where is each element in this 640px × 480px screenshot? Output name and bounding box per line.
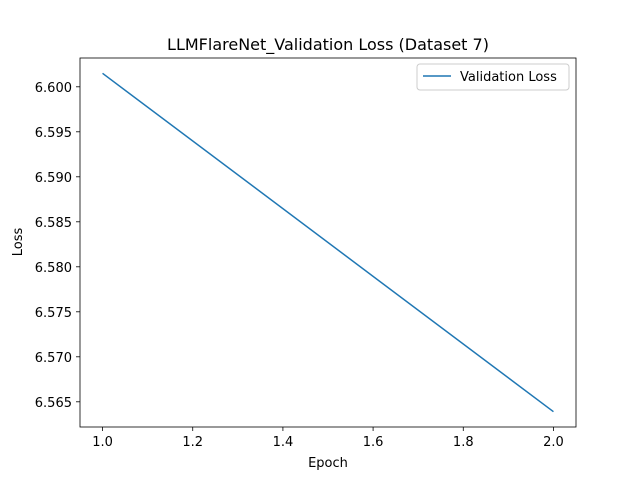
y-tick-label: 6.590 xyxy=(35,171,72,186)
x-axis-label: Epoch xyxy=(308,456,348,471)
x-tick-label: 1.0 xyxy=(92,435,113,450)
y-axis-ticks: 6.565 6.570 6.575 6.580 6.585 6.590 6.595 6.600 xyxy=(35,81,80,411)
legend-box xyxy=(416,63,570,91)
y-tick-label: 6.570 xyxy=(35,351,72,366)
legend: Validation Loss xyxy=(416,63,570,91)
chart-title: LLMFlareNet_Validation Loss (Dataset 7) xyxy=(167,35,489,55)
series-line-validation-loss xyxy=(102,72,554,413)
y-tick-label: 6.565 xyxy=(35,396,72,411)
x-tick-label: 2.0 xyxy=(543,435,564,450)
y-tick-label: 6.585 xyxy=(35,216,72,231)
x-tick-label: 1.8 xyxy=(453,435,474,450)
plot-frame xyxy=(79,57,577,428)
y-tick-label: 6.575 xyxy=(35,306,72,321)
y-tick-label: 6.580 xyxy=(35,261,72,276)
x-tick-label: 1.2 xyxy=(182,435,203,450)
y-tick-label: 6.595 xyxy=(35,126,72,141)
legend-label-validation-loss: Validation Loss xyxy=(460,70,557,85)
x-tick-label: 1.4 xyxy=(273,435,294,450)
x-axis-ticks: 1.0 1.2 1.4 1.6 1.8 2.0 xyxy=(92,427,564,450)
y-tick-label: 6.600 xyxy=(35,81,72,96)
x-tick-label: 1.6 xyxy=(363,435,384,450)
y-axis-label: Loss xyxy=(11,228,26,257)
